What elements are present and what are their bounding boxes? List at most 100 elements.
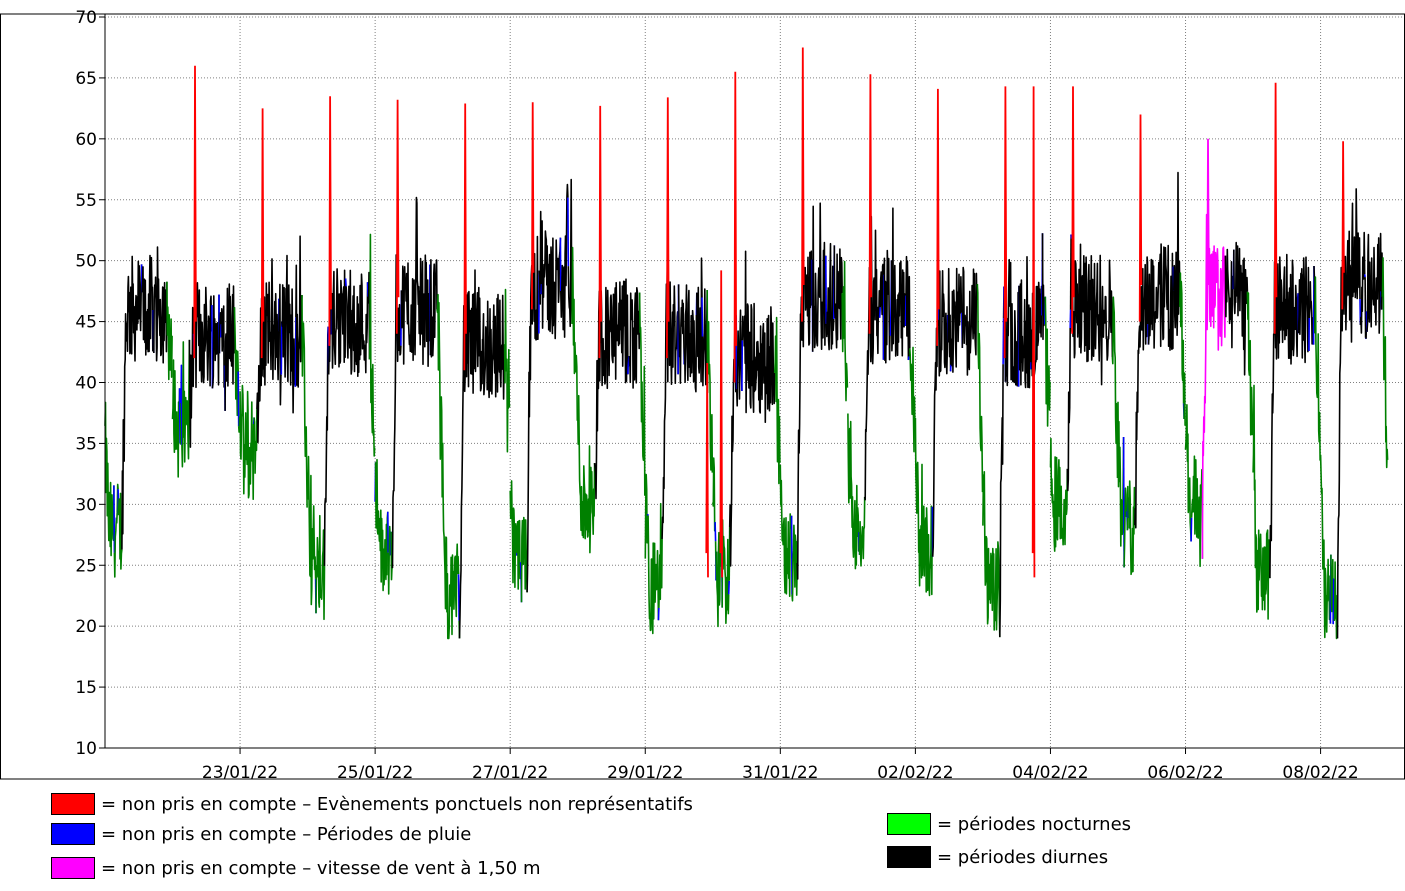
series-segment	[879, 263, 885, 360]
legend-item-day: = périodes diurnes	[887, 846, 1108, 868]
y-tick-label: 65	[75, 69, 97, 89]
series-segment	[628, 286, 641, 389]
series-segment	[727, 580, 730, 595]
event-spike	[705, 362, 709, 578]
series-segment	[224, 283, 236, 411]
event-spike	[193, 65, 197, 359]
series-segment	[387, 511, 390, 553]
series-segment	[883, 249, 892, 364]
series-segment	[211, 294, 220, 389]
series-segment	[1018, 255, 1032, 389]
series-segment	[721, 519, 730, 625]
series-segment	[1134, 256, 1149, 529]
series-segment	[658, 502, 663, 608]
series-segment	[301, 295, 308, 508]
series-segment	[368, 233, 376, 457]
series-segment	[661, 260, 679, 540]
series-segment	[961, 266, 979, 376]
legend-swatch-night	[887, 813, 931, 835]
series-segment	[503, 288, 511, 453]
y-tick-label: 30	[75, 495, 97, 515]
series-segment	[1224, 248, 1235, 349]
series-segment	[677, 284, 685, 384]
series-segment	[696, 257, 703, 383]
y-tick-label: 20	[75, 617, 97, 637]
series-segment	[947, 267, 952, 372]
series-segment	[1336, 188, 1361, 639]
legend-swatch-events	[51, 793, 95, 815]
series-segment	[950, 267, 963, 373]
series-segment	[833, 245, 843, 349]
y-tick-label: 25	[75, 556, 97, 576]
series-segment	[701, 297, 704, 337]
x-tick-label: 23/01/22	[202, 763, 278, 780]
series-segment	[683, 284, 698, 393]
series-segment	[113, 517, 118, 578]
series-segment	[1381, 257, 1389, 469]
event-spike	[719, 270, 723, 578]
y-tick-label: 55	[75, 191, 97, 211]
series-segment	[644, 473, 649, 559]
event-spike	[1341, 141, 1345, 310]
series-segment	[540, 220, 562, 340]
series-segment	[701, 288, 708, 387]
series-segment	[1184, 403, 1192, 542]
series-segment	[1319, 454, 1332, 639]
series-segment	[811, 202, 827, 352]
series-segment	[796, 250, 813, 580]
event-spike	[531, 102, 535, 310]
series-segment	[576, 394, 596, 554]
series-segment	[436, 293, 443, 498]
series-segment	[791, 524, 798, 602]
series-segment	[1066, 327, 1071, 492]
series-segment	[847, 413, 860, 570]
series-segment	[1314, 276, 1321, 461]
y-tick-label: 50	[75, 252, 97, 272]
series-segment	[278, 283, 282, 406]
event-spike	[328, 96, 332, 346]
series-segment	[560, 183, 569, 338]
series-segment	[1002, 318, 1005, 365]
series-segment	[509, 480, 518, 589]
series-segment	[306, 455, 317, 606]
series-segment	[890, 207, 907, 357]
event-spike	[1138, 114, 1143, 322]
series-segment	[1183, 372, 1186, 426]
legend-swatch-day	[887, 846, 931, 868]
legend-swatch-rain	[51, 823, 95, 845]
series-segment	[1366, 232, 1382, 334]
series-segment	[863, 215, 881, 501]
series-segment	[237, 416, 241, 433]
series-segment	[1147, 243, 1175, 351]
series-segment	[1128, 480, 1136, 576]
event-spike	[868, 74, 873, 334]
event-spike	[733, 71, 737, 383]
series-segment	[937, 269, 949, 377]
event-spike	[801, 47, 805, 322]
legend-item-events: = non pris en compte – Evènements ponctu…	[51, 793, 693, 815]
series-segment	[714, 522, 717, 542]
series-segment	[1004, 258, 1020, 387]
series-segment	[1070, 238, 1114, 386]
series-segment	[193, 279, 213, 389]
legend-item-rain: = non pris en compte – Périodes de pluie	[51, 823, 471, 845]
series-segment	[104, 401, 115, 557]
series-segment	[280, 321, 283, 375]
series-segment	[441, 442, 460, 640]
series-segment	[638, 292, 646, 496]
series-segment	[538, 210, 542, 305]
series-segment	[390, 531, 393, 581]
series-segment	[1044, 296, 1051, 427]
series-segment	[457, 574, 460, 621]
series-segment	[741, 250, 776, 424]
series-segment	[179, 402, 182, 445]
legend-item-night: = périodes nocturnes	[887, 813, 1131, 835]
series-segment	[345, 269, 369, 378]
y-tick-label: 70	[75, 8, 97, 28]
series-segment	[1201, 213, 1227, 559]
series-segment	[113, 485, 116, 553]
series-segment	[520, 516, 528, 603]
x-tick-label: 08/02/22	[1282, 763, 1358, 780]
series-segment	[166, 281, 173, 381]
series-segment	[914, 417, 934, 597]
